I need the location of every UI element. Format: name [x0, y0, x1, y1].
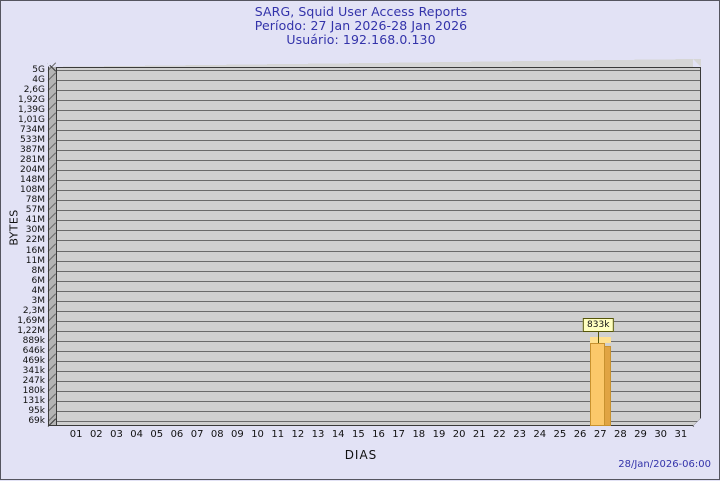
plot-top-slant [48, 59, 701, 67]
report-period: Período: 27 Jan 2026-28 Jan 2026 [254, 18, 468, 33]
chart-title-block: SARG, Squid User Access Reports Período:… [1, 5, 720, 47]
bar-value-label: 833k [583, 317, 614, 332]
corner-bottom-right [693, 418, 701, 426]
generated-timestamp: 28/Jan/2026-06:00 [618, 459, 711, 470]
wall-outline-base [48, 425, 57, 426]
x-axis-title: DIAS [344, 448, 378, 462]
corner-top-left [48, 59, 56, 67]
wall-outline-left [48, 63, 49, 426]
page-title: SARG, Squid User Access Reports [254, 4, 468, 19]
bar[interactable] [590, 336, 612, 426]
bar-label-stem [598, 330, 600, 343]
plot-left-wall [48, 59, 56, 426]
corner-top-right [693, 59, 701, 67]
bar-front-face [590, 342, 606, 426]
report-user: Usuário: 192.168.0.130 [286, 32, 436, 47]
bar-top-face [590, 336, 612, 343]
bar-side-face [605, 345, 612, 426]
